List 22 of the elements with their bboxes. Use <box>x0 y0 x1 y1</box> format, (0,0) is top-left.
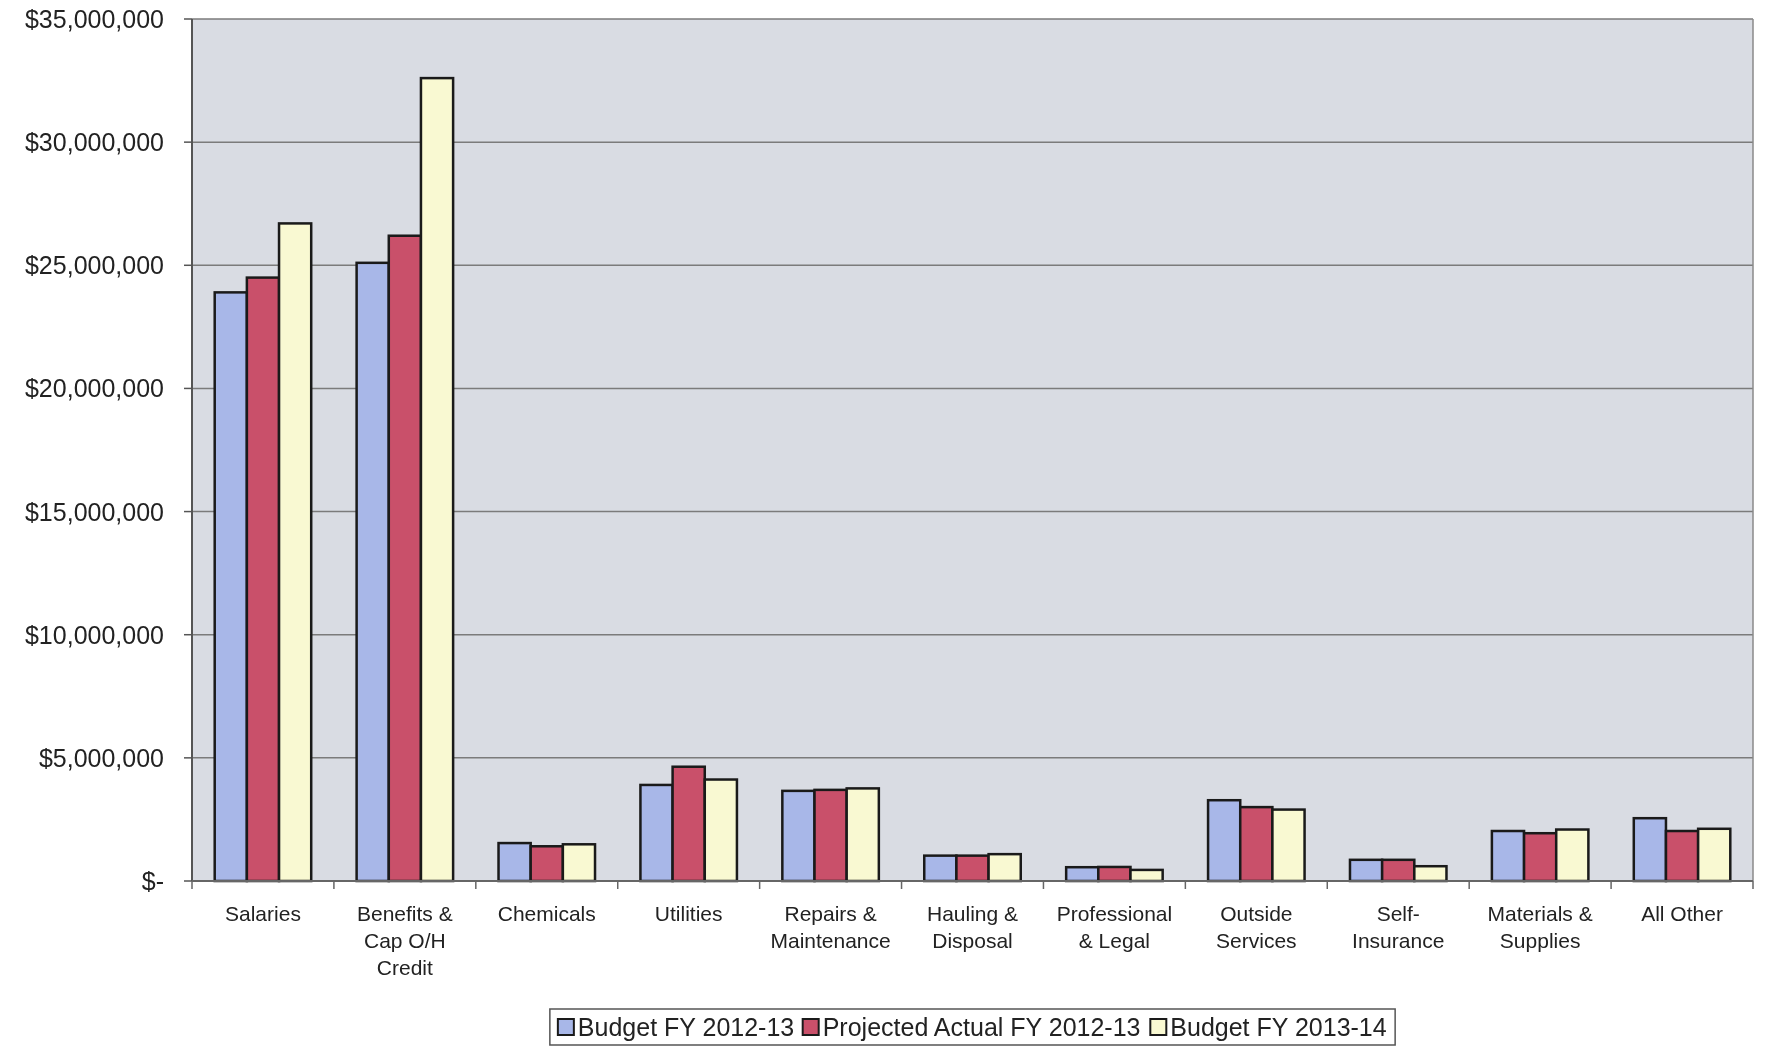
x-tick-label: Materials & Supplies <box>1487 902 1593 953</box>
x-tick-label: Self-Insurance <box>1352 902 1445 953</box>
y-tick-label: $25,000,000 <box>24 251 164 280</box>
x-tick-label: Utilities <box>654 902 723 926</box>
x-tick-label: All Other <box>1641 902 1723 926</box>
x-tick-label: Outside Services <box>1216 902 1297 953</box>
x-tick-label: Salaries <box>225 902 301 926</box>
legend-label: Budget FY 2012-13 <box>577 1013 795 1041</box>
y-tick-label: $15,000,000 <box>24 497 164 526</box>
x-tick-label: Chemicals <box>497 902 596 926</box>
y-tick-label: $30,000,000 <box>24 128 164 157</box>
x-tick-label: Repairs & Maintenance <box>770 902 891 953</box>
x-tick-label: Hauling & Disposal <box>926 902 1019 953</box>
y-tick-label: $20,000,000 <box>24 374 164 403</box>
y-tick-label: $10,000,000 <box>24 620 164 649</box>
legend-label: Projected Actual FY 2012-13 <box>822 1013 1141 1041</box>
x-tick-label: Benefits & Cap O/H Credit <box>357 902 453 980</box>
y-tick-label: $35,000,000 <box>24 5 164 33</box>
y-tick-label: $5,000,000 <box>38 743 164 772</box>
y-tick-label: $- <box>141 867 164 895</box>
legend-label: Budget FY 2013-14 <box>1170 1013 1387 1041</box>
x-tick-label: Professional & Legal <box>1056 902 1173 953</box>
